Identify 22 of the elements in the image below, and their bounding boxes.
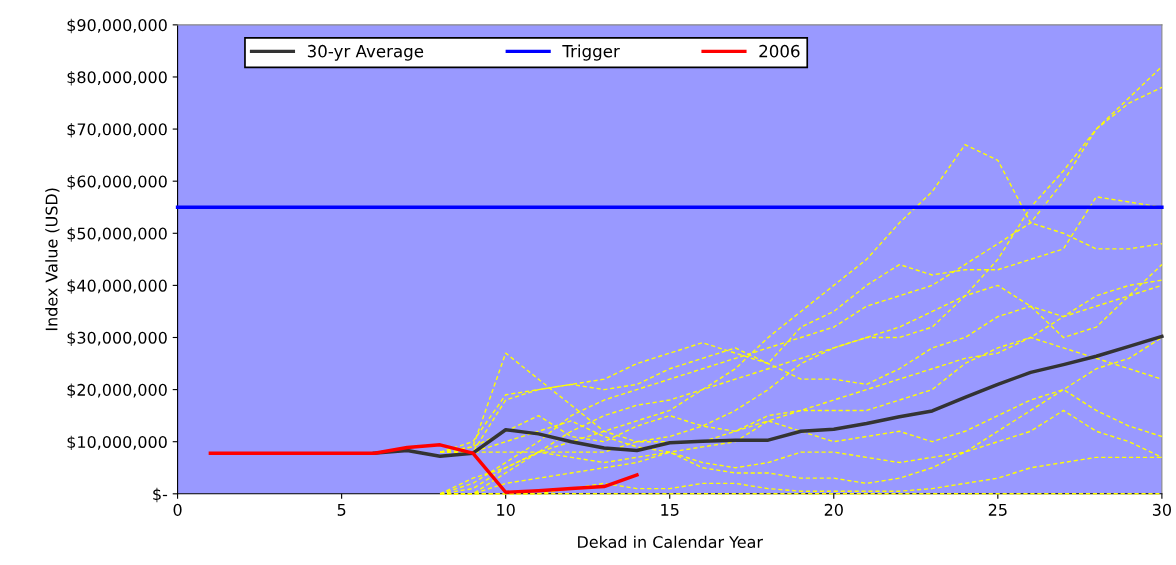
x-tick-label: 10 bbox=[497, 503, 515, 516]
y-tick-label: $40,000,000 bbox=[67, 279, 167, 294]
y-tick-label: $60,000,000 bbox=[67, 175, 167, 190]
x-tick-label: 20 bbox=[824, 503, 843, 516]
x-axis-title: Dekad in Calendar Year bbox=[578, 535, 763, 549]
x-tick-label: 5 bbox=[337, 504, 346, 516]
y-tick-label: $90,000,000 bbox=[67, 18, 167, 34]
x-tick-label: 15 bbox=[661, 504, 679, 516]
y-tick-label: $10,000,000 bbox=[67, 435, 167, 451]
x-tick-label: 25 bbox=[988, 503, 1007, 516]
y-tick-label: $- bbox=[153, 487, 168, 503]
y-axis-title: Index Value (USD) bbox=[45, 188, 60, 331]
legend-label: 30-yr Average bbox=[307, 44, 424, 61]
y-tick-label: $20,000,000 bbox=[67, 383, 167, 399]
y-tick-label: $50,000,000 bbox=[67, 227, 167, 242]
x-tick-label: 30 bbox=[1152, 503, 1171, 516]
legend-label: 2006 bbox=[759, 44, 800, 58]
legend-label: Trigger bbox=[562, 44, 620, 61]
y-tick-label: $30,000,000 bbox=[67, 331, 167, 346]
x-tick-label: 0 bbox=[173, 503, 182, 516]
y-tick-label: $70,000,000 bbox=[67, 123, 167, 138]
y-tick-label: $80,000,000 bbox=[67, 70, 167, 86]
